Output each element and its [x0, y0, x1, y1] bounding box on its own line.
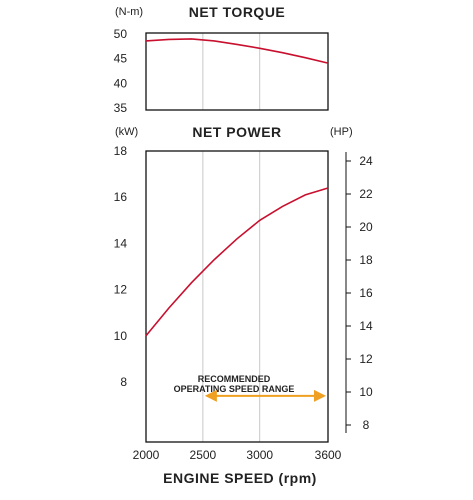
power-y-tick-label: 8: [120, 375, 127, 389]
annotation-line-1: RECOMMENDED: [198, 374, 271, 384]
power-y-right-tick-label: 14: [359, 319, 373, 333]
power-y-right-ticks: 8 10 12 14 16 18 20 22 24: [346, 154, 373, 432]
torque-plot-frame: [145, 32, 329, 111]
power-y-right-tick-label: 16: [359, 286, 373, 300]
torque-chart-title: NET TORQUE: [189, 4, 286, 20]
power-series-line: [145, 187, 329, 337]
power-y-unit-label: (kW): [115, 126, 138, 138]
torque-y-tick-label: 35: [114, 101, 128, 115]
torque-gridlines: [202, 33, 261, 110]
torque-y-tick-label: 40: [114, 76, 128, 90]
power-y-right-tick-label: 18: [359, 253, 373, 267]
torque-y-tick-label: 50: [114, 27, 128, 41]
power-x-tick-label: 3000: [246, 448, 273, 462]
power-y-right-tick-label: 10: [359, 385, 373, 399]
power-y-right-tick-label: 12: [359, 352, 373, 366]
power-y-tick-label: 12: [114, 283, 128, 297]
recommended-range-annotation: RECOMMENDED OPERATING SPEED RANGE: [174, 374, 326, 402]
torque-y-unit-label: (N-m): [115, 6, 143, 18]
power-y-tick-label: 18: [114, 144, 128, 158]
power-x-ticks: 2000 2500 3000 3600: [133, 448, 342, 462]
power-y-right-tick-label: 24: [359, 154, 373, 168]
annotation-line-2: OPERATING SPEED RANGE: [174, 384, 295, 394]
power-chart: NET POWER (kW) (HP) 8 10 12 14 16 18 8 10 12 14 1…: [114, 124, 373, 486]
power-plot-frame: [145, 150, 329, 443]
power-gridlines: [202, 151, 261, 442]
torque-chart: NET TORQUE (N-m) 35 40 45 50: [114, 4, 329, 115]
power-x-tick-label: 2000: [133, 448, 160, 462]
torque-y-ticks: 35 40 45 50: [114, 27, 128, 115]
power-chart-title: NET POWER: [192, 124, 281, 140]
power-x-tick-label: 3600: [315, 448, 342, 462]
torque-series-line: [145, 38, 329, 64]
power-y-tick-label: 16: [114, 190, 128, 204]
power-y-right-tick-label: 20: [359, 220, 373, 234]
x-axis-label: ENGINE SPEED (rpm): [163, 470, 317, 486]
power-y-right-unit-label: (HP): [330, 126, 353, 138]
torque-y-tick-label: 45: [114, 52, 128, 66]
power-y-tick-label: 10: [114, 329, 128, 343]
power-x-tick-label: 2500: [190, 448, 217, 462]
power-y-ticks: 8 10 12 14 16 18: [114, 144, 128, 389]
power-y-right-tick-label: 22: [359, 187, 373, 201]
power-y-right-tick-label: 8: [363, 418, 370, 432]
power-y-tick-label: 14: [114, 236, 128, 250]
